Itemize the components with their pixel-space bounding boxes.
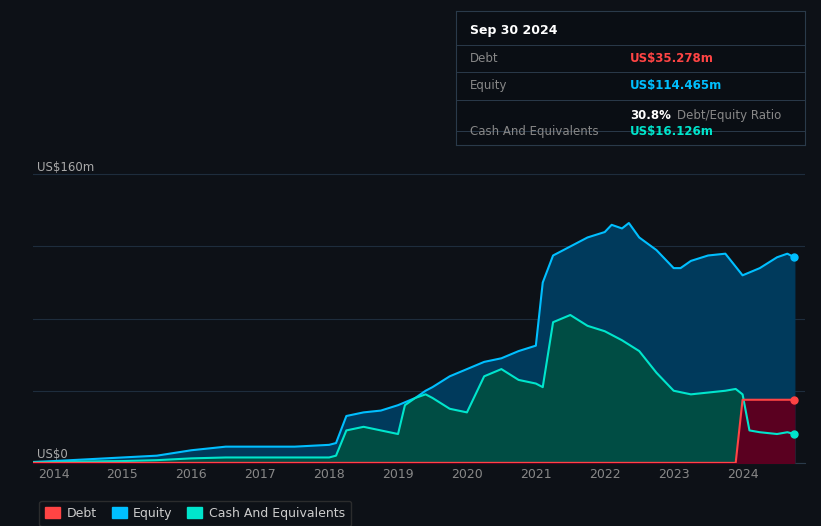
Text: Cash And Equivalents: Cash And Equivalents: [470, 125, 599, 138]
Text: US$114.465m: US$114.465m: [631, 79, 722, 92]
Legend: Debt, Equity, Cash And Equivalents: Debt, Equity, Cash And Equivalents: [39, 501, 351, 526]
Text: 30.8%: 30.8%: [631, 109, 671, 122]
Text: US$35.278m: US$35.278m: [631, 52, 714, 65]
Text: Sep 30 2024: Sep 30 2024: [470, 24, 557, 37]
Text: Debt: Debt: [470, 52, 498, 65]
Text: US$0: US$0: [37, 448, 67, 461]
Text: Equity: Equity: [470, 79, 507, 92]
Text: Debt/Equity Ratio: Debt/Equity Ratio: [677, 109, 782, 122]
Text: US$16.126m: US$16.126m: [631, 125, 714, 138]
Text: US$160m: US$160m: [37, 161, 94, 174]
